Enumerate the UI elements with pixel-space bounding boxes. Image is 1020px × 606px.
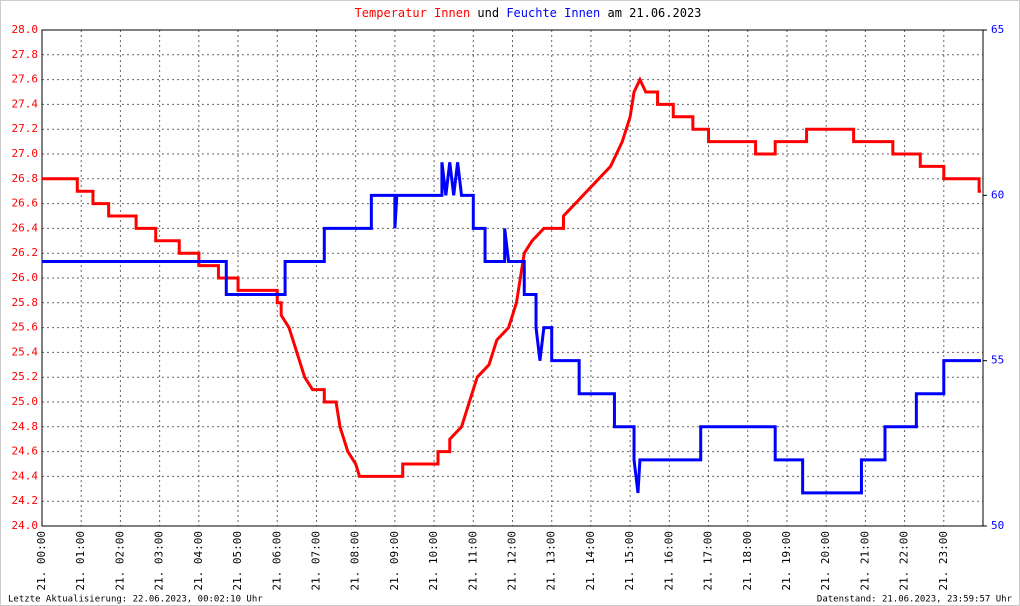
x-tick-label: 21. 06:00 <box>270 531 283 591</box>
y-tick-label: 26.8 <box>12 172 39 185</box>
x-tick-label: 21. 05:00 <box>231 531 244 591</box>
y-tick-label: 28.0 <box>12 23 39 36</box>
y-tick-label: 26.2 <box>12 246 39 259</box>
x-tick-label: 21. 21:00 <box>858 531 871 591</box>
x-tick-label: 21. 12:00 <box>506 531 519 591</box>
title-part: Feuchte Innen <box>506 6 600 20</box>
x-tick-label: 21. 00:00 <box>35 531 48 591</box>
y-tick-label: 25.4 <box>12 345 39 358</box>
title-part: Temperatur Innen <box>355 6 471 20</box>
y2-tick-label: 55 <box>991 354 1004 367</box>
x-tick-label: 21. 23:00 <box>937 531 950 591</box>
y-tick-label: 25.0 <box>12 395 39 408</box>
title-part: und <box>477 6 499 20</box>
x-tick-label: 21. 04:00 <box>192 531 205 591</box>
y-tick-label: 25.2 <box>12 370 39 383</box>
y-tick-label: 27.6 <box>12 73 39 86</box>
x-tick-label: 21. 18:00 <box>741 531 754 591</box>
y2-tick-label: 60 <box>991 188 1004 201</box>
y-tick-label: 24.6 <box>12 445 39 458</box>
y-tick-label: 26.4 <box>12 221 39 234</box>
x-tick-label: 21. 14:00 <box>584 531 597 591</box>
y-tick-label: 27.4 <box>12 97 39 110</box>
y-tick-label: 24.8 <box>12 420 39 433</box>
y-tick-label: 25.6 <box>12 321 39 334</box>
x-tick-label: 21. 09:00 <box>388 531 401 591</box>
plot-area <box>41 29 984 527</box>
x-tick-label: 21. 15:00 <box>623 531 636 591</box>
x-tick-label: 21. 07:00 <box>309 531 322 591</box>
y-tick-label: 25.8 <box>12 296 39 309</box>
y-tick-label: 27.2 <box>12 122 39 135</box>
y-tick-label: 27.8 <box>12 48 39 61</box>
x-tick-label: 21. 16:00 <box>662 531 675 591</box>
x-tick-label: 21. 08:00 <box>349 531 362 591</box>
y-tick-label: 26.0 <box>12 271 39 284</box>
data-line <box>42 162 982 495</box>
x-tick-label: 21. 01:00 <box>74 531 87 591</box>
x-tick-label: 21. 19:00 <box>780 531 793 591</box>
x-tick-label: 21. 11:00 <box>466 531 479 591</box>
y2-tick-label: 65 <box>991 23 1004 36</box>
footer-left: Letzte Aktualisierung: 22.06.2023, 00:02… <box>8 595 263 605</box>
x-tick-label: 21. 20:00 <box>819 531 832 591</box>
y-tick-label: 24.2 <box>12 494 39 507</box>
x-tick-label: 21. 03:00 <box>153 531 166 591</box>
x-tick-label: 21. 10:00 <box>427 531 440 591</box>
chart-title: Temperatur Innen und Feuchte Innen am 21… <box>355 6 702 20</box>
y-tick-label: 26.6 <box>12 197 39 210</box>
y-tick-label: 27.0 <box>12 147 39 160</box>
y2-tick-label: 50 <box>991 519 1004 532</box>
y-tick-label: 24.0 <box>12 519 39 532</box>
footer-right: Datenstand: 21.06.2023, 23:59:57 Uhr <box>817 595 1013 605</box>
y-tick-label: 24.4 <box>12 469 39 482</box>
x-tick-label: 21. 17:00 <box>702 531 715 591</box>
data-line <box>42 76 982 478</box>
title-part: am 21.06.2023 <box>607 6 701 20</box>
x-tick-label: 21. 02:00 <box>113 531 126 591</box>
x-tick-label: 21. 22:00 <box>898 531 911 591</box>
x-tick-label: 21. 13:00 <box>545 531 558 591</box>
